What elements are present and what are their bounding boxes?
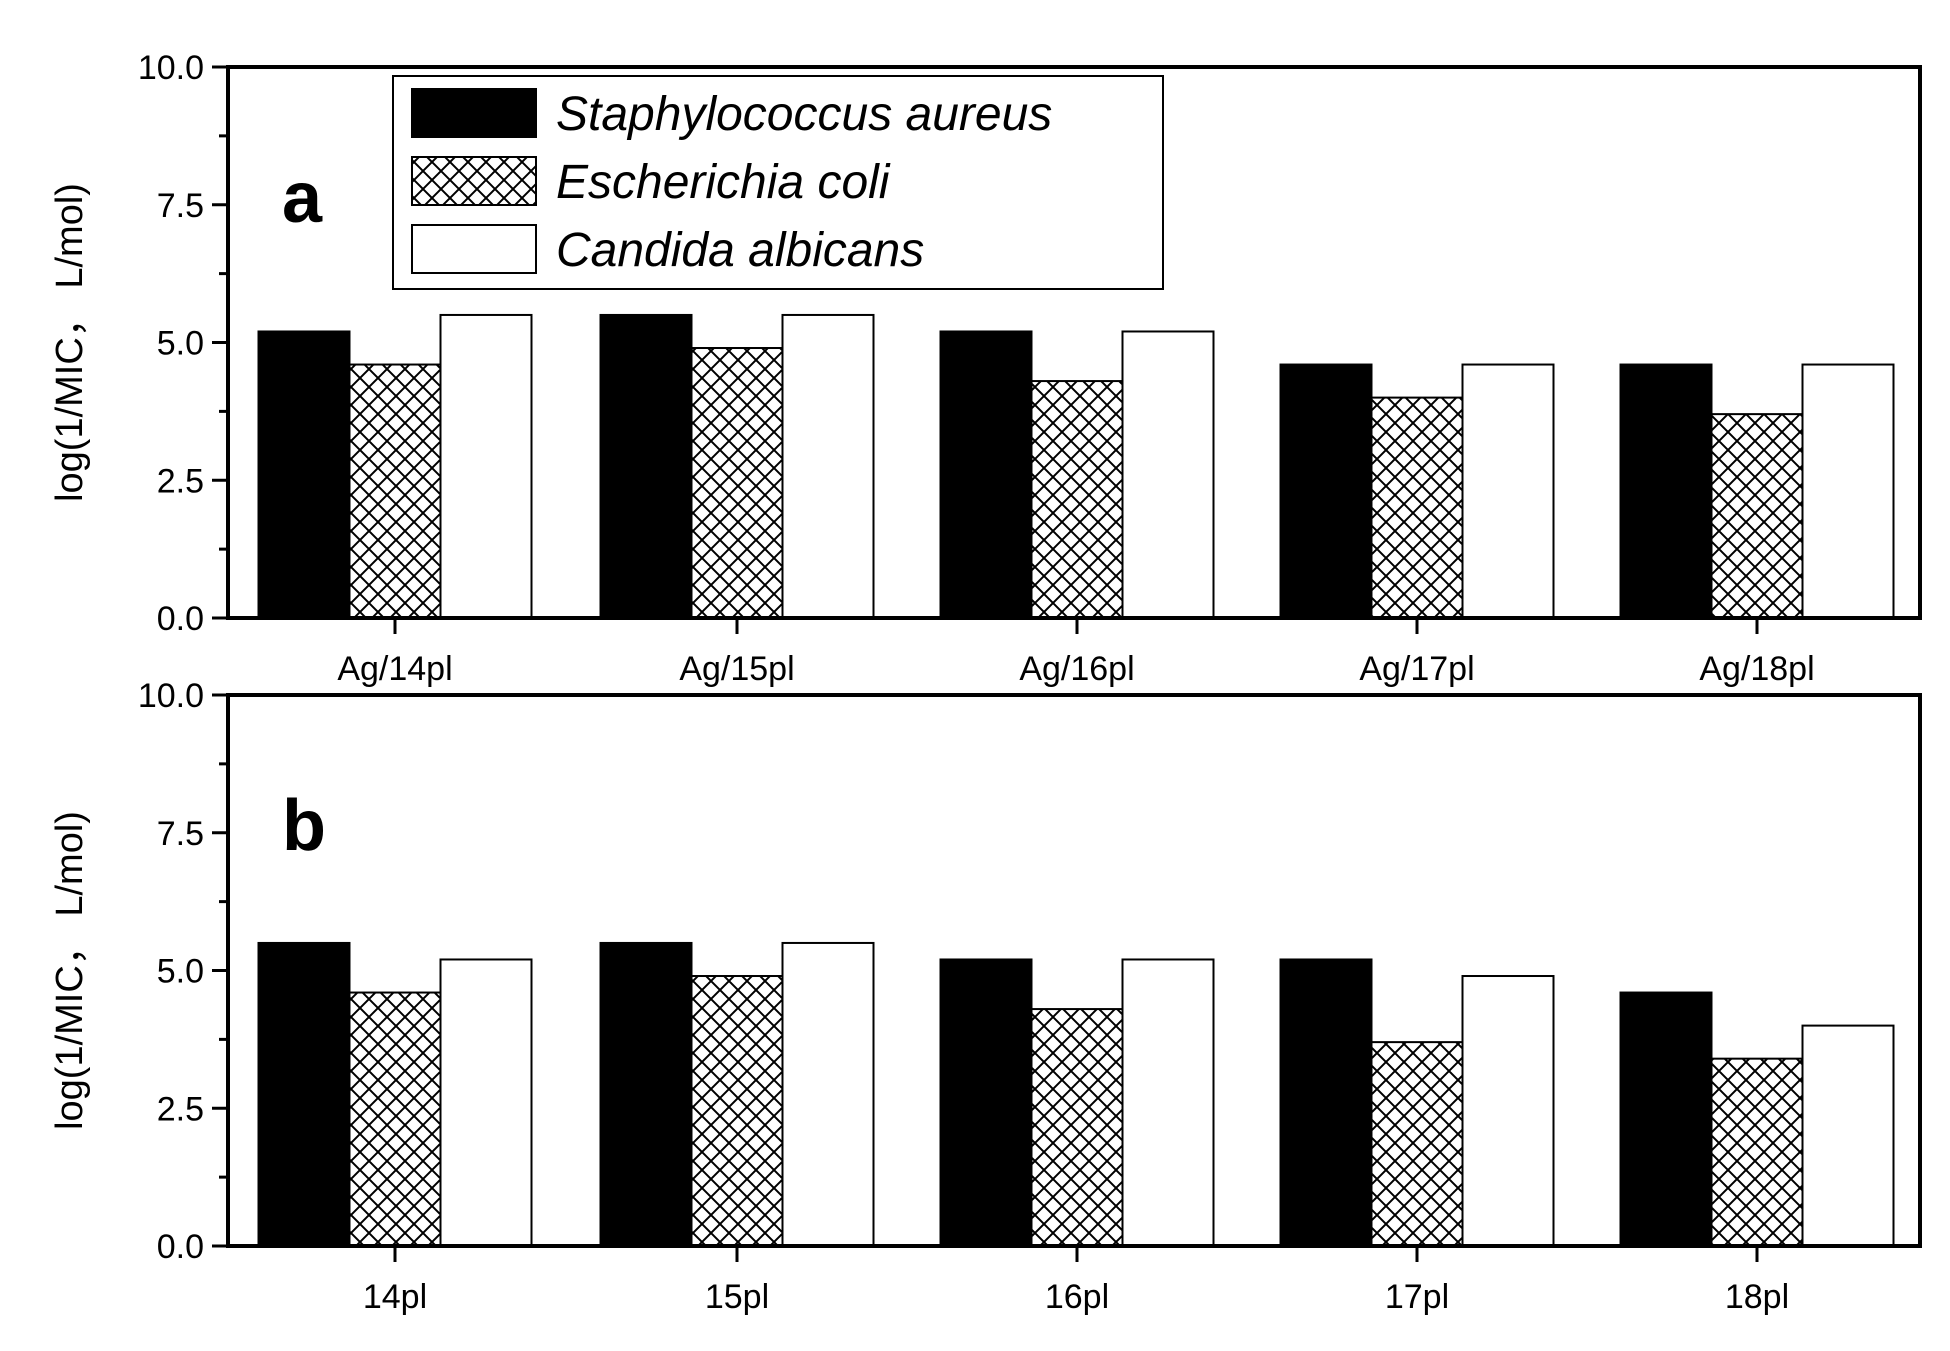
x-tick-label: Ag/16pl [1019, 650, 1134, 688]
bar [1461, 975, 1555, 1247]
bar [939, 330, 1033, 619]
bar [1030, 1008, 1124, 1247]
bar [1619, 363, 1713, 620]
chart-panel-a: 0.0 2.5 5.0 7.5 10.0 Ag/14pl Ag/15pl Ag/16pl Ag/… [49, 49, 1922, 688]
bar [781, 941, 875, 1247]
y-tick-label: 7.5 [157, 815, 204, 853]
bar [1279, 363, 1373, 620]
x-tick-label: 14pl [363, 1278, 427, 1316]
y-axis-title: log(1/MIC， L/mol) [49, 183, 91, 502]
bar [257, 941, 351, 1247]
bar [257, 330, 351, 619]
bar [1801, 1024, 1895, 1247]
panel-label: b [282, 786, 326, 866]
bar [439, 958, 533, 1247]
y-tick-label: 2.5 [157, 462, 204, 500]
chart-panel-b: 0.0 2.5 5.0 7.5 10.0 14pl 15pl 16pl 17pl 18pl log(… [49, 677, 1922, 1316]
legend-label: Staphylococcus aureus [556, 88, 1052, 141]
bar [1279, 958, 1373, 1247]
bar [1619, 991, 1713, 1247]
bar [690, 347, 784, 619]
legend: Staphylococcus aureus Escherichia coli Can… [392, 75, 1164, 290]
legend-swatch [411, 156, 537, 206]
bar [1030, 380, 1124, 619]
bar [599, 941, 693, 1247]
bar [439, 313, 533, 619]
bar [1121, 958, 1215, 1247]
bar [1801, 363, 1895, 620]
legend-label: Escherichia coli [556, 156, 891, 209]
y-tick-label: 0.0 [157, 600, 204, 638]
bar [1121, 330, 1215, 619]
x-tick-label: 18pl [1725, 1278, 1789, 1316]
bar [1370, 1041, 1464, 1247]
bar [1461, 363, 1555, 620]
y-tick-label: 2.5 [157, 1090, 204, 1128]
y-tick-label: 7.5 [157, 187, 204, 225]
bar [939, 958, 1033, 1247]
bar [1710, 1057, 1804, 1248]
y-tick-label: 5.0 [157, 325, 204, 363]
bar [348, 363, 442, 620]
bar [1370, 396, 1464, 619]
legend-label: Candida albicans [556, 224, 924, 277]
x-tick-label: 15pl [705, 1278, 769, 1316]
panel-label: a [282, 158, 323, 238]
x-tick-label: Ag/17pl [1359, 650, 1474, 688]
x-tick-label: Ag/18pl [1699, 650, 1814, 688]
bar [599, 313, 693, 619]
x-tick-label: Ag/15pl [679, 650, 794, 688]
y-tick-label: 10.0 [138, 677, 204, 715]
bar [690, 975, 784, 1247]
y-tick-label: 5.0 [157, 953, 204, 991]
legend-swatch [411, 88, 537, 138]
bar [1710, 413, 1804, 619]
legend-swatch [411, 224, 537, 274]
bar [348, 991, 442, 1247]
y-tick-label: 0.0 [157, 1228, 204, 1266]
bar [781, 313, 875, 619]
x-tick-label: Ag/14pl [337, 650, 452, 688]
x-tick-label: 17pl [1385, 1278, 1449, 1316]
y-axis-title: log(1/MIC， L/mol) [49, 811, 91, 1130]
x-tick-label: 16pl [1045, 1278, 1109, 1316]
y-tick-label: 10.0 [138, 49, 204, 87]
